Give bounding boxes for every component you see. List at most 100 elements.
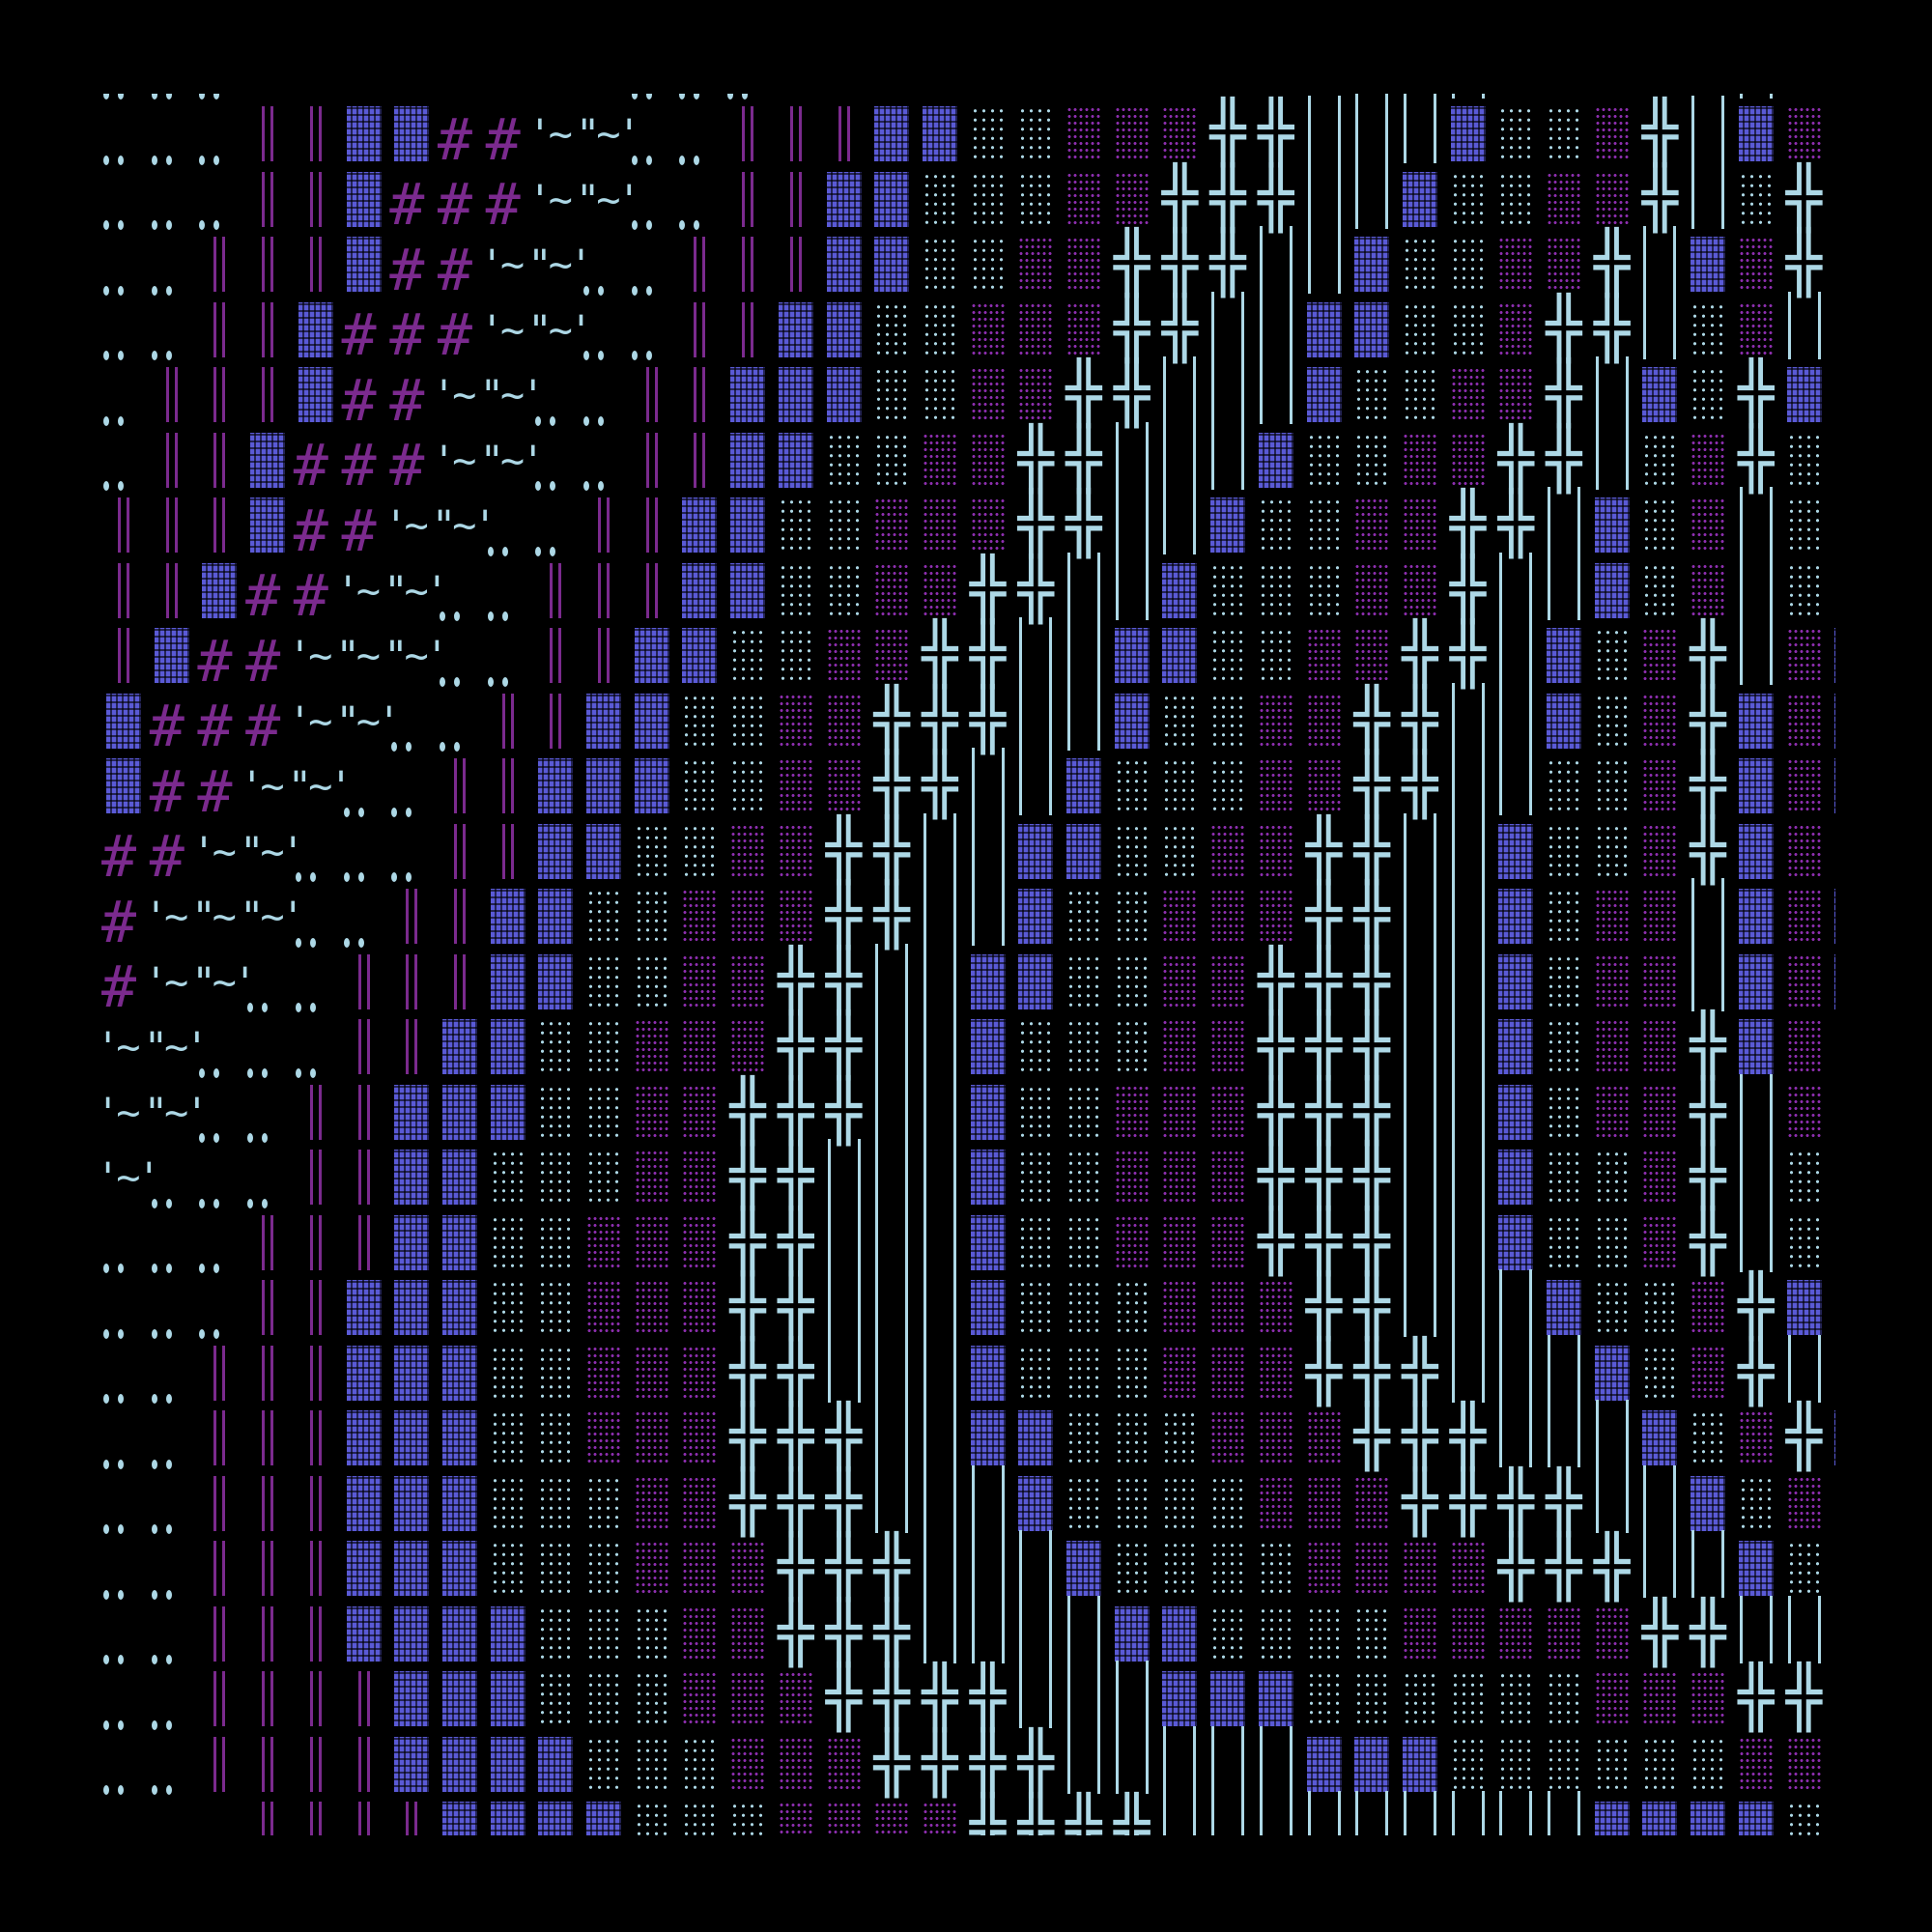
blue-shade-block-icon: [490, 889, 526, 944]
glyph-double-dot: [675, 94, 724, 99]
glyph-double-cross: ╬: [1252, 1208, 1300, 1274]
glyph-tilde-quote: "~': [527, 296, 593, 361]
glyph-purple-double-bar: [99, 556, 148, 622]
glyph-light-double-bar: [1252, 1725, 1300, 1796]
double-cross-icon: ╬: [777, 1205, 814, 1276]
glyph-purple-dot-shade: [724, 1664, 772, 1730]
light-double-bar-icon: [1067, 1595, 1100, 1663]
glyph-blue-shade-block: [724, 556, 772, 622]
light-double-bar-icon: [1211, 291, 1245, 359]
glyph-double-dot: [436, 621, 484, 687]
double-dot-icon: [631, 220, 653, 230]
double-cross-icon: ╬: [1785, 161, 1822, 233]
light-double-bar-icon: [1739, 552, 1773, 620]
glyph-double-dot: [484, 621, 532, 687]
purple-double-bar-icon: [357, 1150, 370, 1205]
glyph-double-cross: ╬: [867, 1729, 916, 1796]
light-double-bar-icon: [1403, 1009, 1436, 1076]
glyph-hash: #: [340, 426, 388, 495]
blue-shade-block-icon: [874, 171, 910, 227]
glyph-blue-shade-block: [964, 1078, 1012, 1144]
purple-double-bar-icon: [165, 497, 178, 553]
blue-shade-block-icon: [1594, 1802, 1630, 1835]
glyph-blue-shade-block: [964, 1404, 1012, 1469]
glyph-double-cross: ╬: [1444, 555, 1492, 622]
double-cross-icon: ╬: [1497, 1465, 1534, 1537]
glyph-light-double-bar: [1444, 748, 1492, 817]
glyph-light-double-bar: [1108, 1661, 1156, 1730]
glyph-tilde-quote: '~: [99, 1078, 148, 1144]
glyph-purple-dot-shade: [1300, 1534, 1349, 1600]
double-cross-icon: ╬: [1497, 422, 1534, 494]
glyph-light-dot-shade: [1780, 1143, 1829, 1208]
double-cross-icon: ╬: [777, 1074, 814, 1146]
double-cross-icon: ╬: [1161, 227, 1198, 298]
light-double-bar-icon: [875, 1400, 909, 1467]
light-dot-shade-icon: [1834, 1605, 1835, 1662]
blue-shade-block-icon: [1690, 237, 1726, 292]
light-dot-shade-icon: [1066, 1214, 1101, 1270]
glyph-purple-dot-shade: [1396, 1534, 1444, 1600]
light-dot-shade-icon: [1547, 889, 1581, 944]
purple-double-bar-icon: [165, 432, 178, 488]
glyph-light-double-bar: [1444, 1139, 1492, 1208]
glyph-blue-shade-block: [148, 621, 196, 687]
double-dot-icon: [151, 220, 173, 230]
purple-dot-shade-icon: [1450, 1541, 1486, 1596]
light-dot-shade-icon: [1690, 301, 1726, 357]
tilde-quote-icon: '~: [143, 893, 189, 940]
glyph-light-dot-shade: [675, 687, 724, 753]
light-dot-shade-icon: [1114, 1541, 1150, 1596]
glyph-double-cross: ╬: [1348, 1012, 1396, 1078]
glyph-purple-dot-shade: [964, 296, 1012, 361]
light-double-bar-icon: [1499, 1334, 1533, 1403]
glyph-hash: #: [484, 99, 532, 169]
glyph-blue-shade-block: [1300, 360, 1349, 426]
glyph-blue-shade-block: [1732, 817, 1780, 883]
purple-dot-shade-icon: [1018, 367, 1054, 422]
blue-shade-block-icon: [1834, 628, 1835, 683]
glyph-double-cross: ╬: [1588, 230, 1636, 296]
purple-dot-shade-icon: [682, 1280, 718, 1335]
blue-shade-block-icon: [1834, 758, 1835, 813]
light-dot-shade-icon: [1547, 1150, 1581, 1205]
glyph-light-dot-shade: [1828, 1795, 1835, 1835]
purple-double-bar-icon: [453, 889, 466, 944]
blue-shade-block-icon: [346, 1475, 382, 1531]
blue-shade-block-icon: [874, 237, 910, 292]
light-dot-shade-icon: [1066, 1345, 1101, 1401]
purple-dot-shade-icon: [1306, 693, 1342, 749]
purple-dot-shade-icon: [970, 497, 1006, 553]
glyph-double-dot: [148, 1208, 196, 1273]
purple-double-bar-icon: [262, 1541, 274, 1596]
glyph-light-dot-shade: [1444, 1664, 1492, 1730]
glyph-double-cross: ╬: [964, 686, 1012, 753]
glyph-purple-dot-shade: [1780, 1078, 1829, 1144]
double-cross-icon: ╬: [825, 1662, 862, 1732]
glyph-light-dot-shade: [1828, 1339, 1835, 1405]
glyph-light-dot-shade: [580, 1143, 628, 1208]
light-dot-shade-icon: [1114, 1019, 1150, 1074]
light-dot-shade-icon: [1162, 758, 1198, 813]
hash-icon: #: [389, 301, 425, 369]
blue-shade-block-icon: [441, 1802, 477, 1835]
glyph-blue-shade-block: [1348, 1730, 1396, 1796]
glyph-purple-double-bar: [243, 296, 292, 361]
glyph-double-cross: ╬: [1396, 752, 1444, 817]
double-cross-icon: ╬: [922, 749, 958, 819]
purple-dot-shade-icon: [1066, 171, 1101, 227]
purple-dot-shade-icon: [1834, 301, 1835, 357]
glyph-light-dot-shade: [580, 1078, 628, 1144]
glyph-light-double-bar: [1011, 1530, 1060, 1600]
glyph-purple-dot-shade: [1444, 360, 1492, 426]
light-dot-shade-icon: [1114, 823, 1150, 879]
glyph-light-dot-shade: [1588, 817, 1636, 883]
blue-shade-block-icon: [346, 171, 382, 227]
blue-shade-block-icon: [922, 106, 957, 161]
light-double-bar-icon: [1595, 1464, 1629, 1533]
purple-double-bar-icon: [742, 301, 754, 357]
glyph-double-dot: [99, 1469, 148, 1534]
blue-shade-block-icon: [1114, 1605, 1150, 1662]
glyph-blue-shade-block: [436, 1534, 484, 1600]
glyph-hash: #: [243, 556, 292, 625]
